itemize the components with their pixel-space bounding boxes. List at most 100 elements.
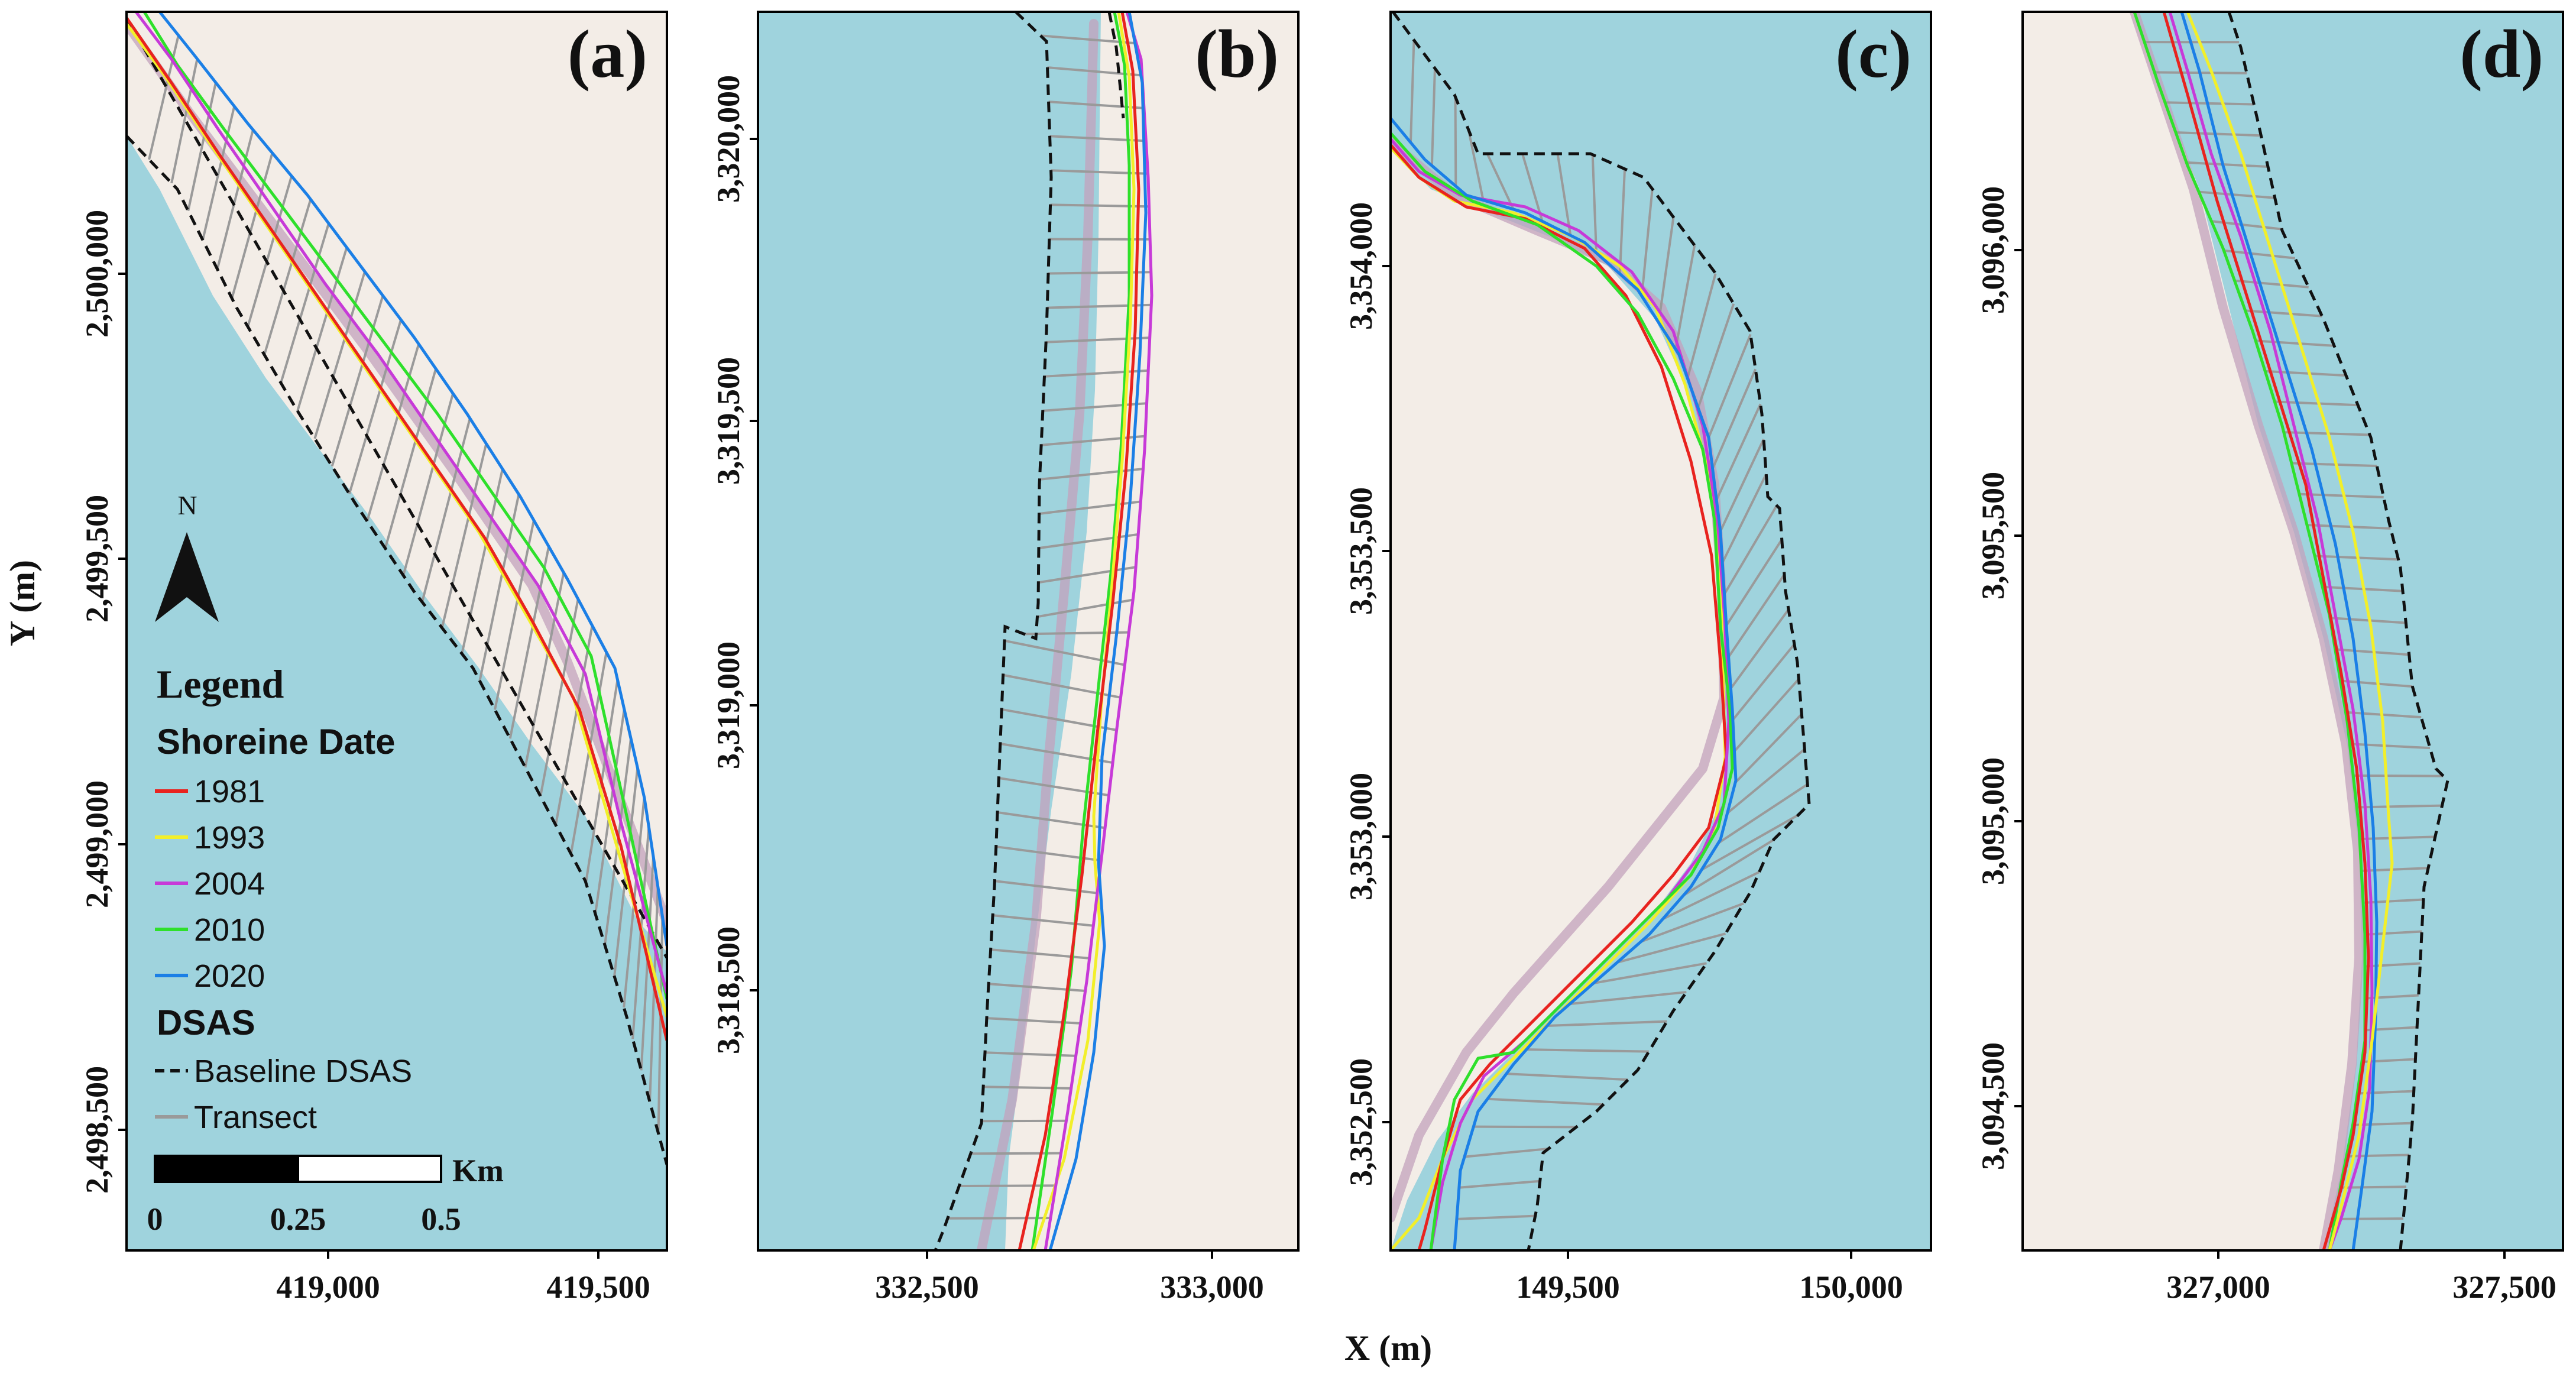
panel-a-tag: (a) [568, 17, 647, 92]
legend-label-1993: 1993 [194, 820, 265, 855]
panel-d: 327,000 327,500 3,096,000 3,095,500 3,095,00… [1975, 11, 2564, 1305]
panel-a: 419,000 419,500 2,500,000 2,499,500 2,499,00… [79, 11, 668, 1305]
transect-line [1719, 438, 1765, 532]
transect-line [2361, 867, 2429, 873]
transect-line [1047, 303, 1152, 309]
transect-line [2346, 1153, 2410, 1158]
transect-line [280, 223, 330, 384]
legend-label-1981: 1981 [194, 774, 265, 809]
scale-label-025: 0.25 [270, 1201, 326, 1237]
panel-b-shoreline-1981 [1018, 12, 1140, 1250]
transect-line [1674, 245, 1696, 350]
transect-line [1487, 1097, 1603, 1106]
transect-line [2364, 994, 2419, 1000]
panel-c: 149,500 150,000 3,354,000 3,353,500 3,353,00… [1343, 11, 1932, 1305]
transect-line [1467, 129, 1485, 201]
y-tick-label: 2,499,500 [79, 495, 115, 623]
transect-line [1683, 838, 1774, 897]
legend-item-1981: 1981 [155, 774, 265, 809]
transect-line [1715, 403, 1762, 501]
transect-line [1700, 814, 1799, 871]
transect-line [947, 1217, 1051, 1220]
transect-line [148, 35, 180, 160]
legend-label-2020: 2020 [194, 958, 265, 994]
x-axis-title: X (m) [1344, 1328, 1432, 1367]
transect-line [216, 129, 254, 270]
transect-line [2224, 249, 2296, 260]
transect-line [1430, 68, 1436, 166]
legend-title: Legend [157, 662, 284, 707]
legend-label-2010: 2010 [194, 912, 265, 948]
transect-line [539, 598, 579, 797]
panel-b: 332,500 333,000 3,320,000 3,319,500 3,319,00… [711, 11, 1300, 1305]
transect-line [1593, 962, 1707, 984]
transect-line [170, 59, 199, 184]
transect-line [2234, 279, 2309, 289]
transect-line [649, 886, 659, 1102]
transect-line [1640, 902, 1744, 943]
transect-line [2350, 743, 2431, 750]
transect-line [1038, 566, 1136, 584]
panel-a-shoreline-1981 [127, 17, 667, 1041]
transect-line [1723, 505, 1778, 595]
panel-b-land [1005, 12, 1298, 1250]
panel-a-shoreline-2010 [142, 12, 667, 1000]
transect-line [508, 546, 550, 739]
transect-line [366, 343, 420, 522]
transect-line [1051, 169, 1148, 175]
transect-line [604, 738, 633, 945]
panel-b-frame [757, 11, 1300, 1252]
north-arrow: N [155, 490, 219, 622]
scale-bar-empty [297, 1155, 442, 1183]
transect-line [2364, 930, 2422, 936]
panel-a-shoreline-2020 [158, 12, 667, 947]
panel-c-land [1391, 148, 1726, 1250]
transect-line [1726, 748, 1806, 814]
y-tick-label: 3,319,500 [711, 357, 746, 485]
transect-line [2256, 339, 2335, 347]
transect-line [1721, 474, 1768, 563]
transect-line [1038, 533, 1139, 550]
transect-line [1506, 1072, 1628, 1081]
y-tick-label: 3,318,500 [711, 926, 746, 1054]
x-tick-label: 332,500 [875, 1269, 979, 1305]
panel-d-transects [2144, 41, 2444, 1220]
panel-c-transects [1409, 40, 1809, 1220]
panel-a-frame [125, 11, 668, 1252]
transect-line [202, 106, 236, 241]
transect-line [2245, 309, 2322, 317]
y-tick-label: 3,319,000 [711, 641, 746, 769]
transect-line [1459, 1179, 1540, 1189]
y-tick-label: 3,095,000 [1975, 757, 2011, 885]
transect-line [2175, 131, 2261, 137]
transect-line [1711, 368, 1757, 469]
transect-line [2291, 462, 2377, 468]
y-axis-title: Y (m) [3, 560, 42, 646]
transect-line [1657, 217, 1675, 323]
transect-line [1464, 1147, 1549, 1158]
panel-d-baseline-offshore [2227, 12, 2449, 1250]
y-tick-label: 3,320,000 [711, 75, 746, 203]
transect-line [1725, 539, 1783, 627]
transect-line [1718, 783, 1809, 844]
transect-line [981, 1119, 1067, 1123]
x-tick-label: 419,500 [546, 1269, 650, 1305]
scale-bar-filled [154, 1155, 299, 1183]
transect-line [2186, 161, 2269, 168]
scale-label-0: 0 [147, 1201, 163, 1237]
panel-a-ticks: 419,000 419,500 2,500,000 2,499,500 2,499,00… [79, 210, 650, 1305]
transect-line [1732, 643, 1796, 721]
x-tick-label: 333,000 [1160, 1269, 1264, 1305]
legend-item-2004: 2004 [155, 866, 265, 902]
legend-dsas-heading: DSAS [157, 1003, 255, 1042]
transect-line [494, 520, 535, 710]
y-tick-label: 3,094,500 [1975, 1042, 2011, 1170]
transect-line [2329, 617, 2406, 624]
transect-line [2363, 898, 2424, 904]
scale-bar: Km 0 0.25 0.5 [147, 1153, 504, 1237]
legend-item-transect: Transect [155, 1100, 317, 1135]
panel-a-shoreline-1993 [127, 22, 667, 1017]
panel-a-baseline-offshore [127, 17, 667, 959]
panel-c-baseline-offshore [1391, 12, 1811, 1250]
x-tick-label: 150,000 [1799, 1269, 1903, 1305]
